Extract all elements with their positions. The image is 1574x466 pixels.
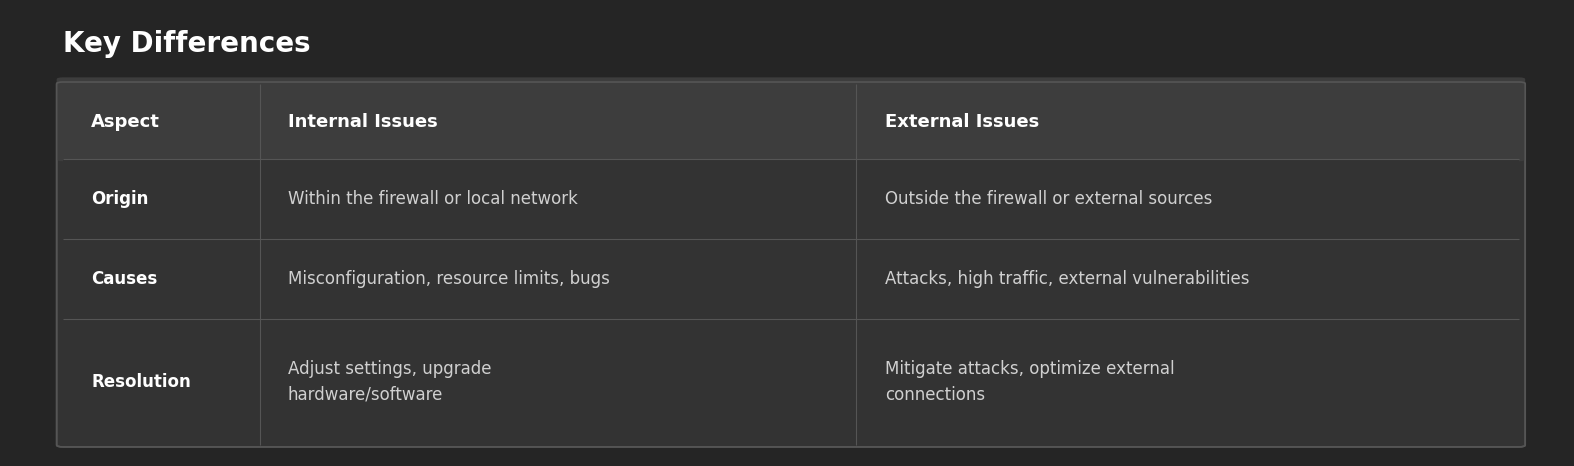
- Text: Aspect: Aspect: [91, 113, 161, 130]
- Text: Within the firewall or local network: Within the firewall or local network: [288, 190, 578, 208]
- Text: Key Differences: Key Differences: [63, 30, 310, 58]
- Text: Misconfiguration, resource limits, bugs: Misconfiguration, resource limits, bugs: [288, 270, 609, 288]
- Text: Resolution: Resolution: [91, 373, 190, 391]
- Text: Internal Issues: Internal Issues: [288, 113, 438, 130]
- Text: External Issues: External Issues: [885, 113, 1039, 130]
- Text: Origin: Origin: [91, 190, 148, 208]
- FancyBboxPatch shape: [57, 82, 1525, 447]
- Bar: [63, 159, 1519, 445]
- Bar: [65, 84, 1517, 159]
- FancyBboxPatch shape: [57, 77, 1525, 161]
- Text: Outside the firewall or external sources: Outside the firewall or external sources: [885, 190, 1212, 208]
- Bar: [65, 159, 1517, 445]
- Text: Causes: Causes: [91, 270, 157, 288]
- Text: Adjust settings, upgrade
hardware/software: Adjust settings, upgrade hardware/softwa…: [288, 360, 491, 404]
- Text: Attacks, high traffic, external vulnerabilities: Attacks, high traffic, external vulnerab…: [885, 270, 1250, 288]
- Text: Mitigate attacks, optimize external
connections: Mitigate attacks, optimize external conn…: [885, 360, 1174, 404]
